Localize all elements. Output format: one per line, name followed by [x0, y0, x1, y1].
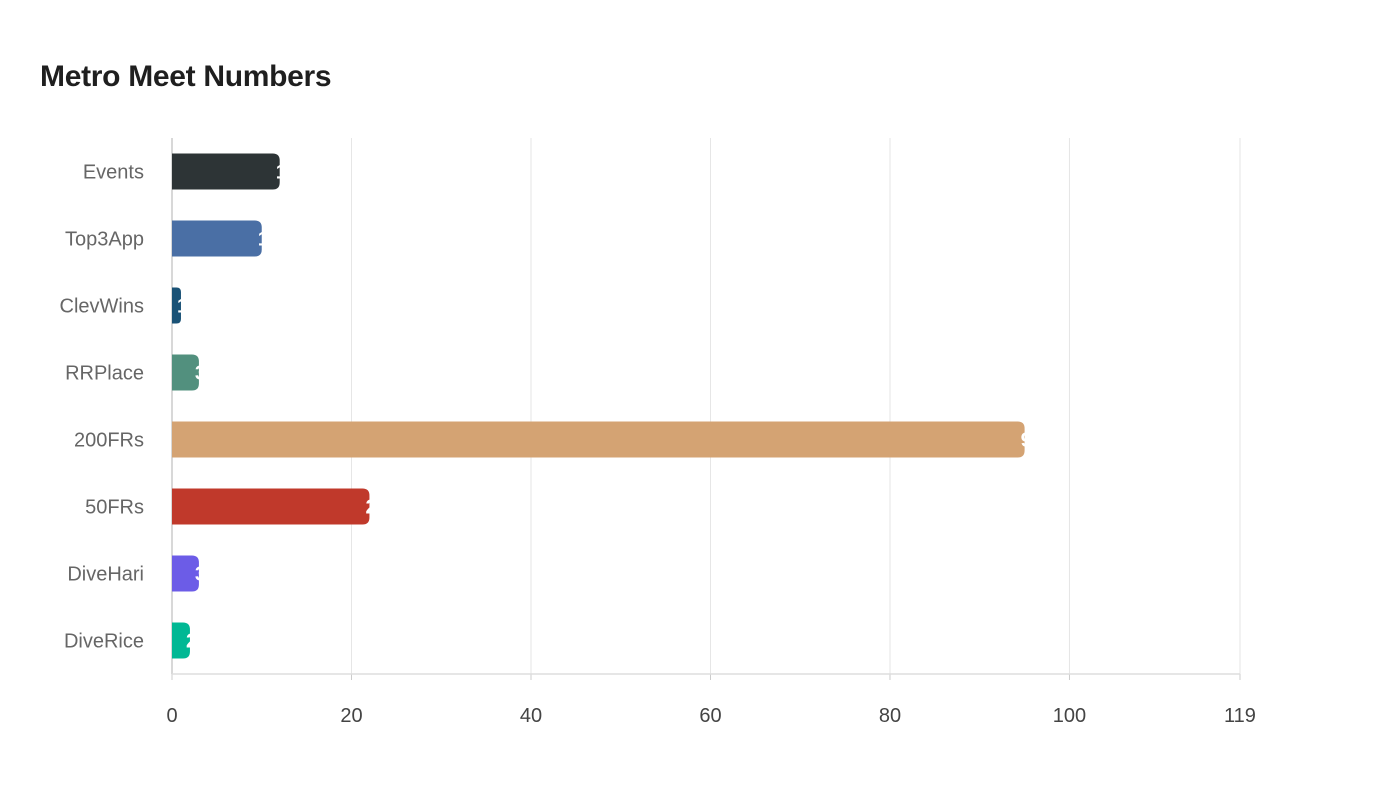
bar-clevwins: [172, 287, 181, 324]
chart-title: Metro Meet Numbers: [40, 60, 332, 93]
bar-value-label: 95: [1021, 430, 1043, 452]
x-tick-label: 0: [166, 705, 177, 727]
y-category-label: Events: [83, 162, 144, 184]
bar-value-label: 3: [195, 363, 206, 385]
bar-value-label: 22: [365, 497, 387, 519]
bar-value-label: 1: [177, 296, 188, 318]
x-tick-label: 119: [1224, 705, 1256, 727]
bar-200frs: [172, 421, 1025, 458]
bar-50frs: [172, 488, 370, 525]
y-category-label: ClevWins: [60, 296, 144, 318]
y-category-label: RRPlace: [65, 363, 144, 385]
bar-diverice: [172, 622, 190, 659]
y-category-label: DiveHari: [67, 564, 144, 586]
bar-value-label: 3: [195, 564, 206, 586]
x-tick-label: 100: [1053, 705, 1086, 727]
axes: [171, 138, 1241, 680]
bar-value-label: 12: [276, 162, 298, 184]
y-category-label: DiveRice: [64, 631, 144, 653]
x-tick-label: 60: [699, 705, 721, 727]
y-category-label: 200FRs: [74, 430, 144, 452]
bar-value-label: 2: [186, 631, 197, 653]
bar-divehari: [172, 555, 199, 592]
bar-rrplace: [172, 354, 199, 391]
y-category-label: 50FRs: [85, 497, 144, 519]
y-category-label: Top3App: [65, 229, 144, 251]
bar-events: [172, 153, 280, 190]
x-tick-label: 80: [879, 705, 901, 727]
bar-top3app: [172, 220, 262, 257]
bars: [172, 153, 1025, 659]
grid-lines: [350, 138, 1241, 674]
x-tick-label: 40: [520, 705, 542, 727]
x-tick-label: 20: [340, 705, 362, 727]
bar-value-label: 10: [258, 229, 280, 251]
